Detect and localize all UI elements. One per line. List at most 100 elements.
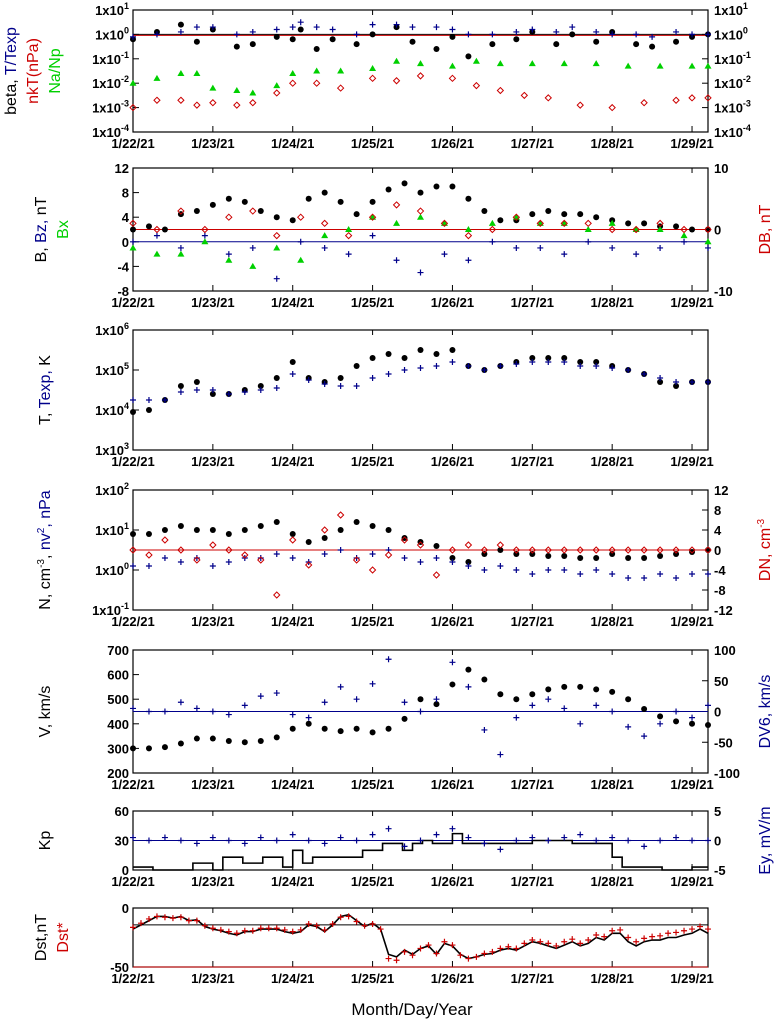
data-point (209, 735, 216, 742)
data-point (529, 571, 536, 577)
data-point (241, 551, 249, 559)
data-point (368, 566, 377, 574)
data-point (609, 571, 616, 577)
data-point (641, 575, 648, 581)
data-point (257, 925, 264, 932)
data-point (561, 567, 568, 573)
data-point (161, 555, 168, 561)
data-point (433, 183, 440, 190)
data-point (608, 219, 616, 226)
data-point (217, 926, 224, 933)
data-point (576, 101, 584, 109)
data-point (481, 840, 488, 847)
data-point (705, 571, 711, 577)
data-point (130, 397, 136, 403)
data-point (353, 519, 360, 525)
data-point (449, 359, 456, 365)
x-tick-label: 1/24/21 (271, 971, 314, 986)
y-tick-label-left: 500 (107, 692, 129, 707)
data-point (705, 722, 711, 729)
y-axis-label: Kp (37, 831, 54, 851)
y-tick-label-left: 1x101 (95, 1, 129, 18)
data-point (640, 546, 648, 554)
data-point (233, 31, 240, 38)
data-point (281, 926, 288, 933)
data-point (353, 555, 360, 561)
y-tick-label-right: -100 (714, 766, 740, 781)
data-point (209, 391, 216, 397)
x-tick-label: 1/29/21 (670, 777, 713, 792)
data-point (656, 226, 664, 232)
data-point (593, 359, 600, 365)
data-point (465, 559, 472, 565)
x-tick-label: 1/27/21 (511, 454, 554, 469)
data-point (257, 693, 264, 700)
y-tick-label-right: 1x100 (714, 25, 748, 42)
data-point (625, 575, 632, 581)
data-point (465, 683, 472, 690)
data-point (129, 546, 137, 554)
data-point (193, 527, 200, 533)
data-point (464, 226, 472, 232)
data-point (273, 244, 281, 251)
data-point (625, 220, 632, 227)
data-point (145, 223, 152, 230)
data-point (624, 546, 632, 554)
data-point (641, 706, 648, 713)
series-plasma-beta-2 (129, 57, 712, 96)
data-point (465, 834, 472, 841)
y-tick-label-right: -8 (714, 583, 726, 598)
data-point (633, 31, 640, 38)
data-point (545, 355, 552, 361)
y-tick-label-left: 1x10-3 (92, 99, 129, 116)
data-point (289, 371, 296, 377)
data-point (344, 231, 353, 240)
data-point (537, 244, 544, 251)
x-tick-label: 1/25/21 (351, 295, 394, 310)
data-point (449, 559, 456, 565)
data-point (377, 926, 384, 933)
data-point (273, 275, 280, 282)
data-point (641, 935, 648, 942)
data-point (481, 950, 488, 957)
data-point (385, 186, 392, 193)
y-tick-label-left: 700 (107, 643, 129, 658)
y-tick-label-right: 8 (714, 503, 721, 518)
data-point (513, 36, 520, 43)
data-point (561, 683, 568, 690)
x-tick-label: 1/28/21 (590, 971, 633, 986)
data-point (609, 31, 616, 38)
panel-plasma-beta: 1/22/21 1/23/21 1/24/21 1/25/21 1/26/21 1/27/… (3, 1, 751, 151)
data-point (449, 681, 456, 688)
data-point (481, 567, 488, 573)
data-point (321, 725, 328, 732)
data-point (321, 232, 329, 239)
data-point (193, 379, 200, 385)
data-point (689, 926, 696, 933)
y-tick-label-left: 1x10-2 (92, 74, 129, 91)
panel-velocity: 1/22/21 1/23/21 1/24/21 1/25/21 1/26/21 1/27/… (37, 643, 774, 792)
data-point (481, 726, 488, 733)
data-point (536, 219, 544, 228)
data-point (473, 953, 480, 960)
series-velocity-1 (130, 656, 711, 758)
data-point (545, 567, 552, 573)
data-point (161, 536, 169, 544)
data-point (393, 57, 401, 64)
data-point (273, 385, 280, 391)
data-point (209, 201, 216, 208)
data-point (225, 531, 232, 537)
data-point (433, 24, 440, 31)
data-point (465, 31, 472, 38)
data-point (289, 359, 296, 365)
series-line (133, 832, 708, 871)
y-tick-label-left: -8 (117, 284, 129, 299)
data-point (369, 65, 377, 72)
y-tick-label-left: 1x104 (95, 401, 129, 418)
data-point (417, 189, 424, 196)
data-point (193, 735, 200, 742)
data-point (512, 213, 521, 221)
data-point (353, 211, 360, 218)
series-kp-ey-1 (130, 825, 711, 853)
data-point (433, 831, 440, 838)
